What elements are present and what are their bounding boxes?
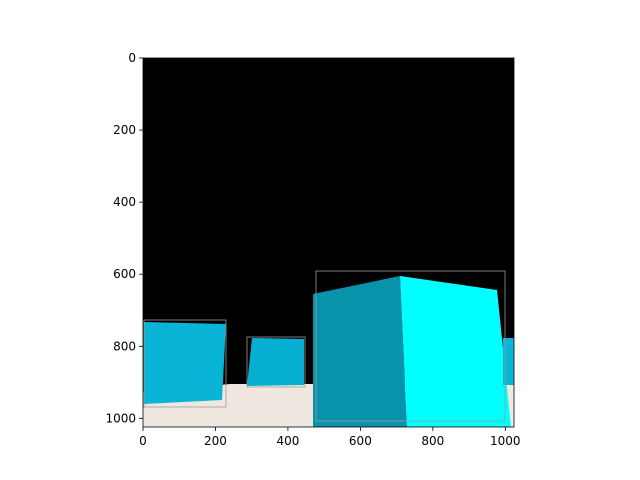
middle-cube-face — [247, 338, 304, 386]
rendered-scene-image — [143, 58, 514, 427]
y-tick-label: 200 — [113, 123, 136, 137]
right-edge-cube-face — [503, 338, 514, 385]
y-tick-label: 400 — [113, 195, 136, 209]
left-cube-face — [144, 322, 226, 404]
left-bounding-box — [143, 319, 227, 408]
plot-frame — [142, 57, 515, 428]
y-tick-label: 0 — [128, 51, 136, 65]
y-tick-label: 800 — [113, 339, 136, 353]
large-bounding-box — [315, 270, 506, 422]
y-axis: 0 200 400 600 800 1000 — [105, 51, 143, 425]
x-axis: 0 200 400 600 800 1000 — [139, 427, 521, 448]
x-tick-label: 200 — [204, 434, 227, 448]
y-tick-label: 600 — [113, 267, 136, 281]
y-tick-label: 1000 — [105, 411, 136, 425]
large-cube-right-face — [400, 276, 511, 427]
x-tick-label: 0 — [139, 434, 147, 448]
middle-bounding-box — [246, 336, 306, 388]
x-tick-label: 800 — [421, 434, 444, 448]
x-tick-label: 400 — [276, 434, 299, 448]
x-tick-label: 1000 — [490, 434, 521, 448]
large-cube-left-face — [313, 276, 407, 427]
x-tick-label: 600 — [349, 434, 372, 448]
